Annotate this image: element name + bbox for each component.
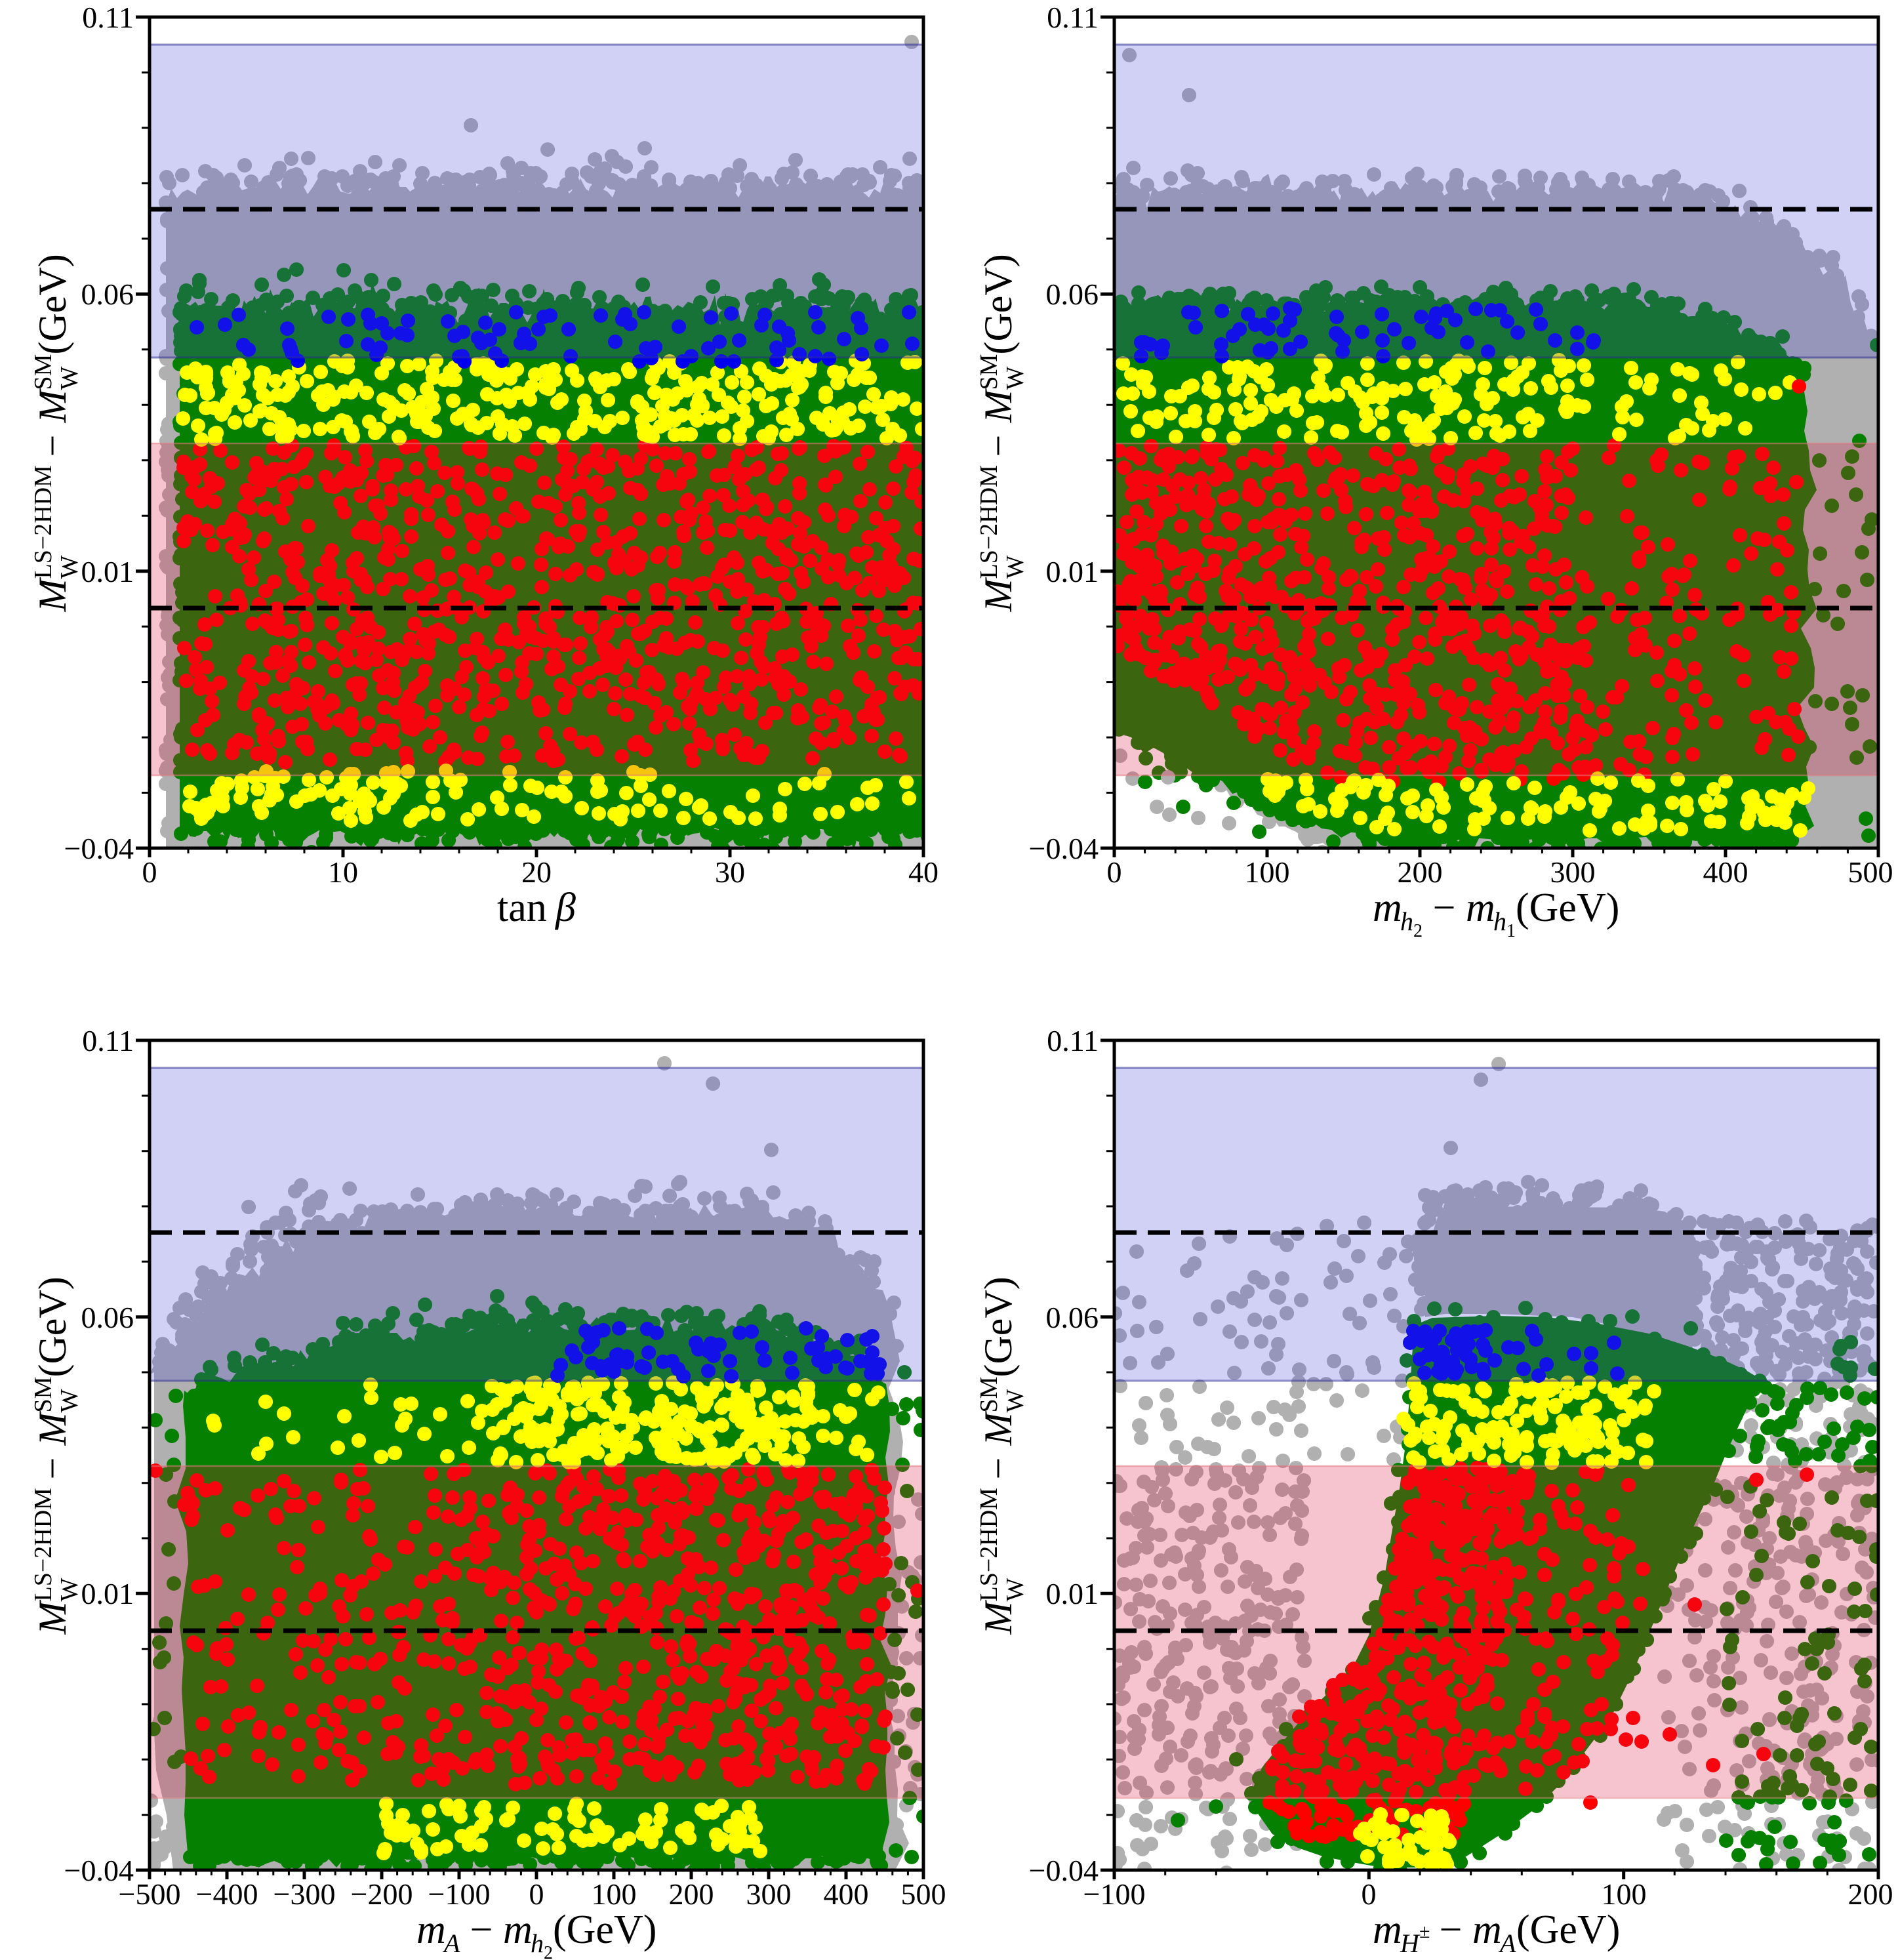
svg-text:tan β: tan β	[497, 886, 576, 930]
svg-text:100: 100	[592, 1877, 637, 1911]
svg-text:MLS−2HDMW − MSMW(GeV): MLS−2HDMW − MSMW(GeV)	[30, 1276, 83, 1635]
svg-text:MLS−2HDMW − MSMW(GeV): MLS−2HDMW − MSMW(GeV)	[30, 254, 83, 612]
svg-text:0.01: 0.01	[1046, 555, 1099, 588]
svg-text:200: 200	[1848, 1877, 1893, 1911]
svg-text:10: 10	[328, 855, 358, 889]
svg-text:0.11: 0.11	[1047, 1, 1099, 34]
svg-text:400: 400	[824, 1877, 869, 1911]
svg-text:−0.04: −0.04	[64, 1854, 134, 1887]
svg-text:0: 0	[1107, 855, 1122, 889]
svg-text:100: 100	[1245, 855, 1290, 889]
svg-text:30: 30	[715, 855, 745, 889]
svg-text:0: 0	[1362, 1877, 1377, 1911]
svg-text:0.01: 0.01	[81, 1577, 134, 1610]
svg-text:−400: −400	[196, 1877, 258, 1911]
svg-text:0.01: 0.01	[1046, 1577, 1099, 1610]
svg-text:0.06: 0.06	[1046, 1301, 1099, 1334]
svg-text:−0.04: −0.04	[1029, 832, 1099, 865]
svg-text:−500: −500	[119, 1877, 181, 1911]
svg-text:MLS−2HDMW − MSMW(GeV): MLS−2HDMW − MSMW(GeV)	[975, 1276, 1029, 1635]
svg-text:−0.04: −0.04	[1029, 1854, 1099, 1887]
svg-text:−0.04: −0.04	[64, 832, 134, 865]
svg-text:0.06: 0.06	[81, 1301, 134, 1334]
svg-text:300: 300	[1550, 855, 1596, 889]
svg-text:−200: −200	[351, 1877, 413, 1911]
svg-text:mH± − mA(GeV): mH± − mA(GeV)	[1373, 1908, 1620, 1958]
svg-text:−100: −100	[1083, 1877, 1146, 1911]
svg-text:mA − mh2(GeV): mA − mh2(GeV)	[416, 1908, 656, 1960]
svg-text:200: 200	[1398, 855, 1443, 889]
svg-text:40: 40	[908, 855, 939, 889]
svg-text:100: 100	[1602, 1877, 1647, 1911]
svg-text:0: 0	[529, 1877, 544, 1911]
svg-text:−100: −100	[428, 1877, 491, 1911]
svg-text:20: 20	[521, 855, 552, 889]
svg-text:400: 400	[1703, 855, 1748, 889]
svg-text:0: 0	[142, 855, 157, 889]
svg-text:0.11: 0.11	[1047, 1024, 1099, 1057]
svg-text:300: 300	[746, 1877, 792, 1911]
svg-text:0.01: 0.01	[81, 555, 134, 588]
svg-text:−300: −300	[273, 1877, 336, 1911]
svg-text:200: 200	[669, 1877, 714, 1911]
svg-text:0.06: 0.06	[1046, 277, 1099, 311]
svg-text:MLS−2HDMW − MSMW(GeV): MLS−2HDMW − MSMW(GeV)	[975, 254, 1029, 612]
svg-text:0.11: 0.11	[82, 1024, 134, 1057]
svg-text:0.06: 0.06	[81, 277, 134, 311]
svg-text:mh2 − mh1(GeV): mh2 − mh1(GeV)	[1373, 886, 1619, 941]
svg-text:0.11: 0.11	[82, 1, 134, 34]
svg-text:500: 500	[1848, 855, 1893, 889]
svg-text:500: 500	[901, 1877, 946, 1911]
